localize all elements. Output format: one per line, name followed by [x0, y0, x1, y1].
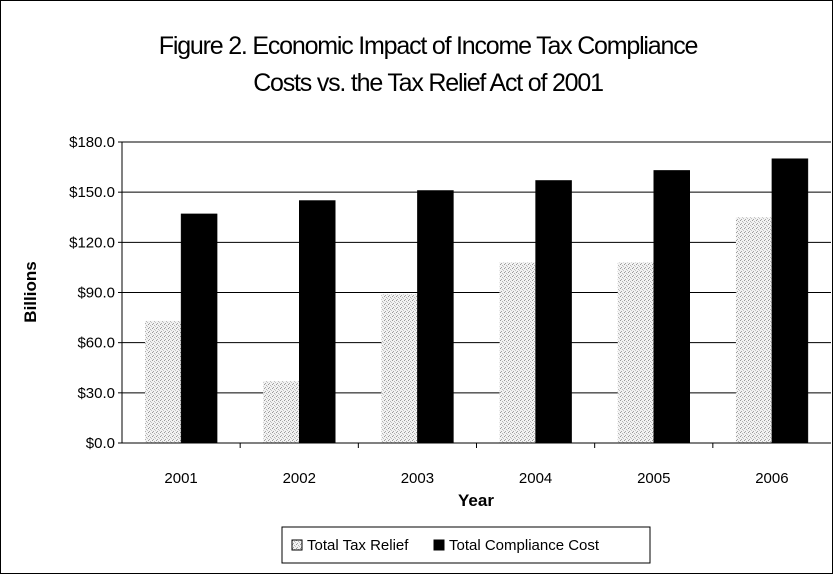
bar-total-compliance-cost-2006 [772, 159, 808, 443]
legend: Total Tax Relief Total Compliance Cost [282, 527, 650, 563]
bar-total-compliance-cost-2002 [299, 201, 335, 443]
chart-title-line-1: Figure 2. Economic Impact of Income Tax … [159, 32, 698, 60]
legend-label-total-compliance-cost: Total Compliance Cost [449, 537, 600, 554]
bar-total-tax-relief-2005 [618, 262, 654, 443]
y-tick-label: $0.0 [86, 435, 115, 452]
y-tick-label: $180.0 [69, 134, 115, 151]
y-axis-ticks: $0.0 $30.0 $60.0 $90.0 $120.0 $150.0 $180.0 [69, 134, 122, 452]
y-tick-label: $90.0 [77, 285, 115, 302]
x-axis-ticks: 2001 2002 2003 2004 2005 2006 [164, 443, 788, 487]
y-tick-label: $120.0 [69, 234, 115, 251]
legend-swatch-total-compliance-cost [434, 540, 444, 550]
bar-total-compliance-cost-2004 [536, 180, 572, 443]
x-tick-label: 2003 [401, 470, 434, 487]
gridlines [122, 142, 831, 393]
x-tick-label: 2002 [283, 470, 316, 487]
bar-total-compliance-cost-2005 [654, 170, 690, 443]
x-tick-label: 2005 [637, 470, 670, 487]
chart-title-line-2: Costs vs. the Tax Relief Act of 2001 [253, 69, 603, 97]
bar-total-tax-relief-2004 [500, 262, 536, 443]
bar-total-tax-relief-2006 [736, 217, 772, 443]
bar-total-compliance-cost-2003 [417, 190, 453, 443]
bar-total-tax-relief-2001 [145, 321, 181, 443]
bar-total-compliance-cost-2001 [181, 214, 217, 443]
y-axis-title: Billions [21, 261, 40, 322]
x-tick-label: 2001 [164, 470, 197, 487]
x-tick-label: 2004 [519, 470, 552, 487]
y-tick-label: $150.0 [69, 184, 115, 201]
legend-label-total-tax-relief: Total Tax Relief [307, 537, 409, 554]
bars [145, 159, 808, 443]
y-tick-label: $30.0 [77, 385, 115, 402]
x-tick-label: 2006 [755, 470, 788, 487]
bar-total-tax-relief-2003 [381, 294, 417, 443]
bar-total-tax-relief-2002 [263, 381, 299, 443]
x-axis-title: Year [458, 491, 494, 510]
y-tick-label: $60.0 [77, 335, 115, 352]
legend-swatch-total-tax-relief [292, 540, 302, 550]
